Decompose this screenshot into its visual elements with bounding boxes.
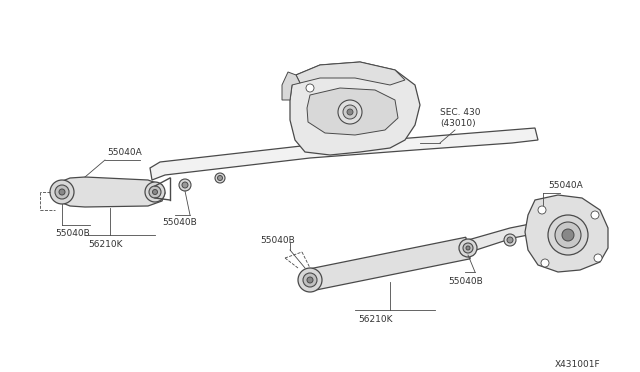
Circle shape xyxy=(307,277,313,283)
Circle shape xyxy=(145,182,165,202)
Circle shape xyxy=(548,215,588,255)
Text: 55040A: 55040A xyxy=(548,181,583,190)
Circle shape xyxy=(218,176,223,180)
Text: 55040B: 55040B xyxy=(448,277,483,286)
Circle shape xyxy=(504,234,516,246)
Circle shape xyxy=(179,179,191,191)
Polygon shape xyxy=(57,177,165,207)
Text: 55040B: 55040B xyxy=(162,218,196,227)
Circle shape xyxy=(59,189,65,195)
Circle shape xyxy=(306,84,314,92)
Text: 55040A: 55040A xyxy=(107,148,141,157)
Circle shape xyxy=(466,246,470,250)
Circle shape xyxy=(298,268,322,292)
Circle shape xyxy=(347,109,353,115)
Polygon shape xyxy=(468,222,543,258)
Circle shape xyxy=(182,182,188,188)
Polygon shape xyxy=(525,195,608,272)
Text: 56210K: 56210K xyxy=(88,240,122,249)
Circle shape xyxy=(562,229,574,241)
Circle shape xyxy=(541,259,549,267)
Circle shape xyxy=(555,222,581,248)
Circle shape xyxy=(55,185,69,199)
Circle shape xyxy=(338,100,362,124)
Text: 55040B: 55040B xyxy=(260,236,295,245)
Circle shape xyxy=(538,206,546,214)
Polygon shape xyxy=(282,72,300,100)
Text: 55040B: 55040B xyxy=(55,229,90,238)
Polygon shape xyxy=(150,128,538,180)
Text: 56210K: 56210K xyxy=(358,315,392,324)
Circle shape xyxy=(463,243,473,253)
Polygon shape xyxy=(308,237,470,291)
Polygon shape xyxy=(307,88,398,135)
Circle shape xyxy=(50,180,74,204)
Polygon shape xyxy=(296,62,405,85)
Circle shape xyxy=(507,237,513,243)
Circle shape xyxy=(591,211,599,219)
Circle shape xyxy=(215,173,225,183)
Circle shape xyxy=(594,254,602,262)
Circle shape xyxy=(149,186,161,198)
Text: X431001F: X431001F xyxy=(555,360,600,369)
Circle shape xyxy=(459,239,477,257)
Circle shape xyxy=(303,273,317,287)
Circle shape xyxy=(343,105,357,119)
Polygon shape xyxy=(290,62,420,155)
Circle shape xyxy=(152,189,157,195)
Text: SEC. 430
(43010): SEC. 430 (43010) xyxy=(440,108,481,128)
